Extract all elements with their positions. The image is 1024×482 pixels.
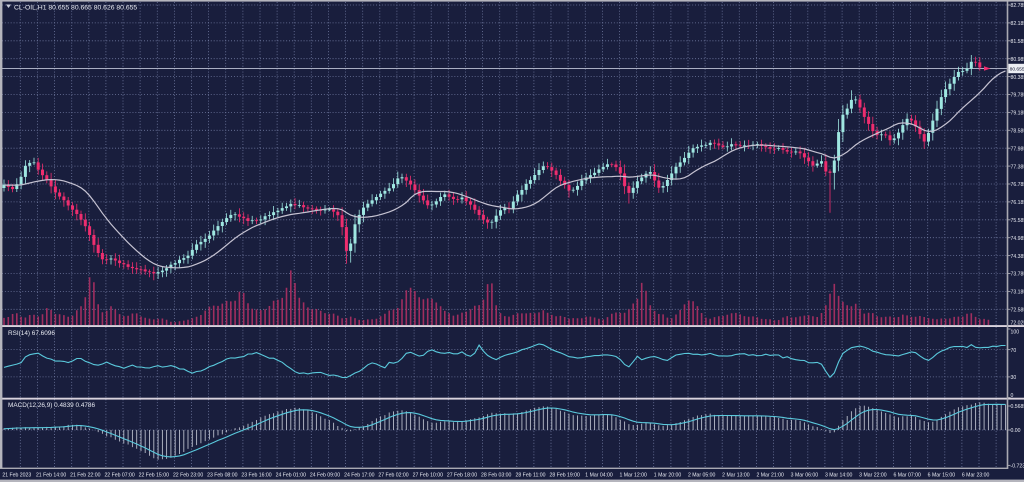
svg-text:CL-OIL,H1 80.655 80.665 80.626: CL-OIL,H1 80.655 80.665 80.626 80.655 — [14, 4, 137, 11]
svg-text:82.785: 82.785 — [1011, 3, 1024, 9]
svg-text:30: 30 — [1011, 375, 1017, 381]
svg-text:72.025: 72.025 — [1011, 321, 1024, 327]
svg-text:-0.7231: -0.7231 — [1011, 464, 1024, 470]
svg-text:22 Feb 23:00: 22 Feb 23:00 — [173, 473, 203, 479]
svg-text:80.385: 80.385 — [1011, 75, 1024, 81]
svg-text:28 Feb 03:00: 28 Feb 03:00 — [481, 473, 511, 479]
svg-text:79.785: 79.785 — [1011, 93, 1024, 99]
svg-text:73.785: 73.785 — [1011, 272, 1024, 278]
svg-text:2 Mar 21:00: 2 Mar 21:00 — [756, 473, 784, 479]
svg-text:76.185: 76.185 — [1011, 200, 1024, 206]
svg-text:21 Feb 14:00: 21 Feb 14:00 — [36, 473, 66, 479]
svg-text:6 Mar 23:00: 6 Mar 23:00 — [962, 473, 990, 479]
svg-text:27 Feb 10:00: 27 Feb 10:00 — [413, 473, 443, 479]
svg-text:80.655: 80.655 — [1010, 67, 1024, 73]
svg-text:6 Mar 07:00: 6 Mar 07:00 — [893, 473, 921, 479]
svg-text:2 Mar 05:00: 2 Mar 05:00 — [688, 473, 716, 479]
svg-text:1 Mar 20:00: 1 Mar 20:00 — [654, 473, 682, 479]
svg-text:0.00: 0.00 — [1011, 428, 1021, 434]
svg-text:24 Feb 09:00: 24 Feb 09:00 — [310, 473, 340, 479]
svg-text:1 Mar 04:00: 1 Mar 04:00 — [585, 473, 613, 479]
svg-text:RSI(14) 67.6096: RSI(14) 67.6096 — [8, 330, 55, 337]
svg-text:70: 70 — [1011, 348, 1017, 354]
svg-text:28 Feb 11:00: 28 Feb 11:00 — [516, 473, 546, 479]
svg-text:MACD(12,26,9) 0.4839 0.4786: MACD(12,26,9) 0.4839 0.4786 — [8, 402, 95, 409]
svg-text:22 Feb 07:00: 22 Feb 07:00 — [104, 473, 134, 479]
svg-text:81.585: 81.585 — [1011, 39, 1024, 45]
svg-text:21 Feb 22:00: 21 Feb 22:00 — [70, 473, 100, 479]
svg-text:77.985: 77.985 — [1011, 146, 1024, 152]
svg-text:74.385: 74.385 — [1011, 254, 1024, 260]
svg-text:22 Feb 15:00: 22 Feb 15:00 — [139, 473, 169, 479]
svg-text:73.185: 73.185 — [1011, 290, 1024, 296]
svg-text:23 Feb 16:00: 23 Feb 16:00 — [241, 473, 271, 479]
svg-text:100: 100 — [1011, 330, 1020, 336]
svg-text:80.985: 80.985 — [1011, 57, 1024, 63]
svg-text:0: 0 — [1011, 393, 1014, 399]
svg-text:76.785: 76.785 — [1011, 182, 1024, 188]
svg-text:72.585: 72.585 — [1011, 308, 1024, 314]
svg-text:75.585: 75.585 — [1011, 218, 1024, 224]
svg-text:2 Mar 13:00: 2 Mar 13:00 — [722, 473, 750, 479]
svg-text:28 Feb 19:00: 28 Feb 19:00 — [550, 473, 580, 479]
svg-text:24 Feb 17:00: 24 Feb 17:00 — [344, 473, 374, 479]
svg-text:24 Feb 01:00: 24 Feb 01:00 — [276, 473, 306, 479]
svg-text:27 Feb 18:00: 27 Feb 18:00 — [447, 473, 477, 479]
svg-text:27 Feb 02:00: 27 Feb 02:00 — [378, 473, 408, 479]
svg-text:79.185: 79.185 — [1011, 111, 1024, 117]
svg-text:3 Mar 14:00: 3 Mar 14:00 — [825, 473, 853, 479]
svg-text:1 Mar 12:00: 1 Mar 12:00 — [619, 473, 647, 479]
svg-text:78.585: 78.585 — [1011, 129, 1024, 135]
svg-text:6 Mar 15:00: 6 Mar 15:00 — [928, 473, 956, 479]
svg-text:3 Mar 22:00: 3 Mar 22:00 — [859, 473, 887, 479]
svg-text:74.985: 74.985 — [1011, 236, 1024, 242]
svg-text:77.385: 77.385 — [1011, 164, 1024, 170]
svg-text:82.185: 82.185 — [1011, 21, 1024, 27]
svg-text:0.5685: 0.5685 — [1011, 404, 1024, 410]
svg-text:3 Mar 06:00: 3 Mar 06:00 — [791, 473, 819, 479]
svg-text:21 Feb 2023: 21 Feb 2023 — [2, 473, 31, 479]
svg-text:23 Feb 08:00: 23 Feb 08:00 — [207, 473, 237, 479]
